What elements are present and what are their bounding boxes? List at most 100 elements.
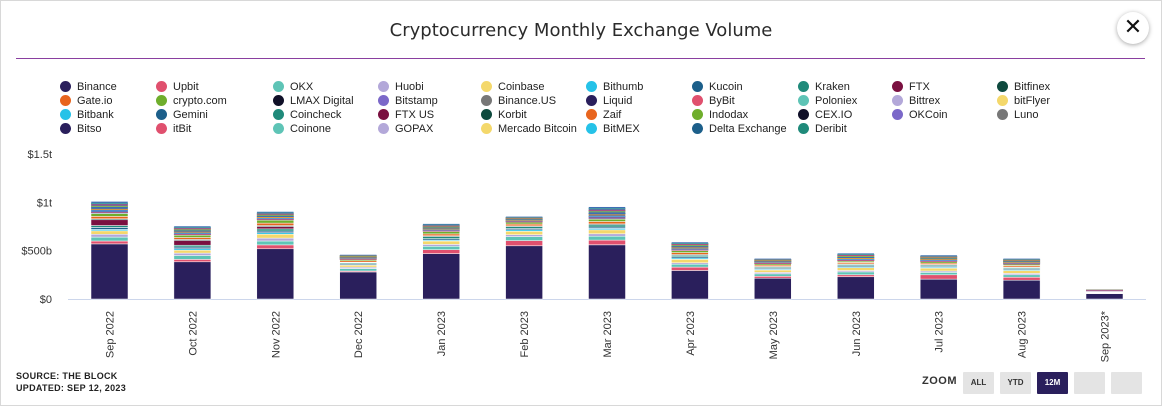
legend-item[interactable]: Indodax: [692, 108, 748, 122]
bar-segment[interactable]: [588, 244, 626, 300]
bar-segment[interactable]: [505, 240, 543, 247]
bar-segment[interactable]: [256, 230, 295, 233]
bar-segment[interactable]: [588, 229, 626, 235]
bar-segment[interactable]: [90, 225, 129, 228]
bar-segment[interactable]: [671, 270, 709, 300]
bar-segment[interactable]: [256, 233, 295, 239]
legend-item[interactable]: Gemini: [156, 108, 208, 122]
bar-segment[interactable]: [173, 234, 212, 238]
bar-segment[interactable]: [1002, 277, 1041, 281]
bar-segment[interactable]: [90, 243, 129, 300]
bar-segment[interactable]: [173, 240, 212, 246]
bar-segment[interactable]: [837, 274, 875, 277]
bar-segment[interactable]: [505, 236, 543, 241]
bar-segment[interactable]: [173, 261, 212, 300]
legend-item[interactable]: crypto.com: [156, 94, 227, 108]
legend-item[interactable]: Bithumb: [586, 80, 643, 94]
bar-segment[interactable]: [90, 233, 129, 238]
bar-segment[interactable]: [671, 259, 709, 264]
bar-segment[interactable]: [256, 226, 295, 230]
legend-item[interactable]: Gate.io: [60, 94, 112, 108]
bar-segment[interactable]: [919, 272, 958, 276]
close-button[interactable]: ✕: [1117, 12, 1149, 44]
bar-segment[interactable]: [173, 237, 212, 240]
legend-item[interactable]: Bitfinex: [997, 80, 1050, 94]
legend-item[interactable]: Coinbase: [481, 80, 544, 94]
bar-segment[interactable]: [173, 249, 212, 254]
bar-segment[interactable]: [256, 211, 295, 221]
bar-segment[interactable]: [173, 259, 212, 263]
bar-segment[interactable]: [90, 219, 129, 226]
bar-segment[interactable]: [671, 252, 709, 255]
bar-segment[interactable]: [588, 233, 626, 237]
bar-segment[interactable]: [90, 213, 129, 217]
bar-segment[interactable]: [339, 271, 377, 300]
legend-item[interactable]: Binance.US: [481, 94, 556, 108]
bar-segment[interactable]: [422, 236, 460, 239]
bar-segment[interactable]: [754, 264, 792, 267]
bar-segment[interactable]: [588, 224, 626, 228]
bar-segment[interactable]: [256, 228, 295, 232]
bar-segment[interactable]: [339, 268, 377, 272]
bar-segment[interactable]: [1002, 274, 1041, 278]
bar-segment[interactable]: [505, 229, 543, 232]
legend-item[interactable]: Bitbank: [60, 108, 114, 122]
zoom-12m-button[interactable]: 12M: [1037, 372, 1068, 394]
bar-segment[interactable]: [837, 271, 875, 276]
legend-item[interactable]: FTX: [892, 80, 930, 94]
bar-segment[interactable]: [837, 262, 875, 265]
legend-item[interactable]: Zaif: [586, 108, 621, 122]
bar-segment[interactable]: [837, 276, 875, 300]
legend-item[interactable]: Bitso: [60, 122, 101, 136]
bar-segment[interactable]: [754, 269, 792, 273]
bar-segment[interactable]: [1085, 293, 1124, 300]
bar-segment[interactable]: [422, 240, 460, 245]
legend-item[interactable]: LMAX Digital: [273, 94, 354, 108]
bar-segment[interactable]: [422, 246, 460, 250]
bar-segment[interactable]: [90, 236, 129, 242]
bar-segment[interactable]: [256, 244, 295, 250]
bar-segment[interactable]: [173, 245, 212, 248]
bar-segment[interactable]: [422, 253, 460, 300]
legend-item[interactable]: Bitstamp: [378, 94, 438, 108]
legend-item[interactable]: BitMEX: [586, 122, 640, 136]
legend-item[interactable]: Coincheck: [273, 108, 341, 122]
bar-segment[interactable]: [505, 226, 543, 229]
bar-segment[interactable]: [1002, 279, 1041, 300]
bar-segment[interactable]: [1002, 265, 1041, 268]
zoom-blank-button-2[interactable]: [1111, 372, 1142, 394]
bar-segment[interactable]: [754, 276, 792, 279]
legend-item[interactable]: Poloniex: [798, 94, 857, 108]
bar-segment[interactable]: [754, 273, 792, 277]
bar-segment[interactable]: [90, 240, 129, 245]
bar-segment[interactable]: [671, 250, 709, 253]
bar-segment[interactable]: [173, 225, 212, 236]
bar-segment[interactable]: [422, 249, 460, 254]
zoom-blank-button-1[interactable]: [1074, 372, 1105, 394]
bar-segment[interactable]: [588, 239, 626, 246]
bar-segment[interactable]: [505, 223, 543, 227]
bar-segment[interactable]: [422, 233, 460, 237]
bar-segment[interactable]: [90, 216, 129, 220]
bar-segment[interactable]: [339, 264, 377, 268]
bar-segment[interactable]: [1002, 270, 1041, 274]
legend-item[interactable]: GOPAX: [378, 122, 433, 136]
legend-item[interactable]: ByBit: [692, 94, 735, 108]
bar-segment[interactable]: [505, 221, 543, 225]
legend-item[interactable]: Binance: [60, 80, 117, 94]
legend-item[interactable]: Mercado Bitcoin: [481, 122, 577, 136]
bar-segment[interactable]: [256, 248, 295, 300]
bar-segment[interactable]: [505, 245, 543, 300]
bar-segment[interactable]: [754, 277, 792, 300]
bar-segment[interactable]: [505, 231, 543, 235]
bar-segment[interactable]: [671, 266, 709, 271]
legend-item[interactable]: Bittrex: [892, 94, 940, 108]
bar-segment[interactable]: [919, 267, 958, 272]
bar-segment[interactable]: [505, 234, 543, 237]
bar-segment[interactable]: [671, 263, 709, 268]
legend-item[interactable]: Coinone: [273, 122, 331, 136]
legend-item[interactable]: CEX.IO: [798, 108, 852, 122]
legend-item[interactable]: OKX: [273, 80, 313, 94]
bar-segment[interactable]: [256, 232, 295, 235]
legend-item[interactable]: Upbit: [156, 80, 199, 94]
